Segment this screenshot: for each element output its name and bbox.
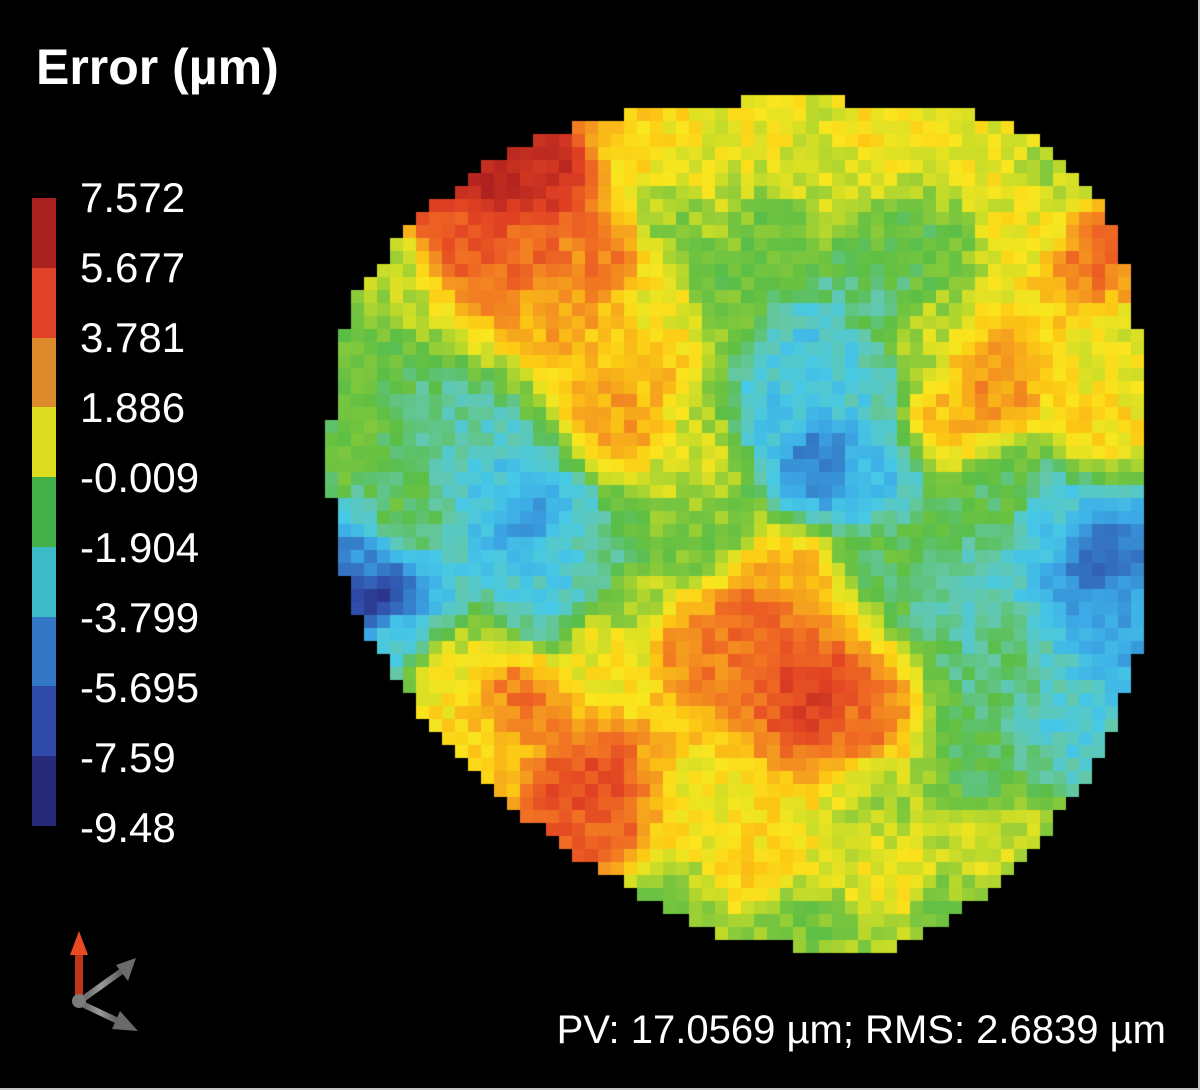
colorbar-tick-label: -7.59 [80,734,176,781]
colorbar-tick-label: 3.781 [80,314,186,361]
colorbar-segment [32,337,56,408]
colorbar-segment [32,407,56,478]
colorbar-tick-label: -3.799 [80,594,200,641]
colorbar-segment [32,616,56,687]
colorbar-tick-label: -0.009 [80,454,200,501]
axis-triad-icon [70,931,138,1031]
colorbar-segment [32,477,56,547]
colorbar-tick-label: -5.695 [80,664,200,711]
colorbar-tick-label: -9.48 [80,804,176,851]
colorbar-segment [32,756,56,826]
colorbar-tick-label: 5.677 [80,244,186,291]
pv-rms-statistics: PV: 17.0569 µm; RMS: 2.6839 µm [556,1008,1166,1052]
colorbar-segment [32,686,56,757]
colorbar-tick-label: 1.886 [80,384,186,431]
colorbar-segment [32,267,56,338]
colorbar-segment [32,198,56,268]
colorbar-tick-label: 7.572 [80,174,186,221]
colorbar-title: Error (µm) [36,39,279,95]
colorbar-tick-label: -1.904 [80,524,200,571]
colorbar-segment [32,546,56,617]
colorbar [32,198,56,826]
